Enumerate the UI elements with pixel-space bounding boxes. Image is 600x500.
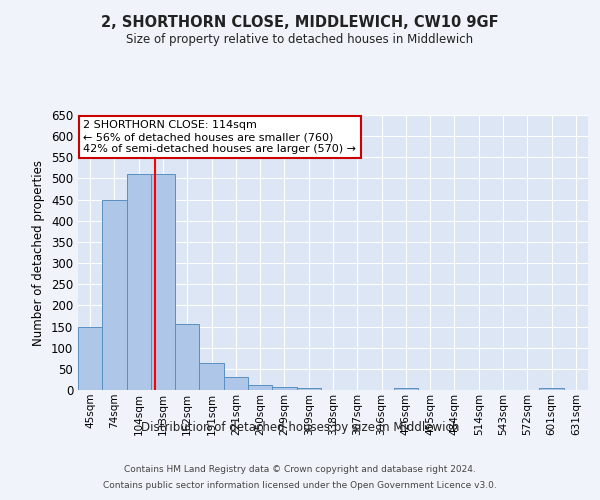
Bar: [78, 326, 102, 390]
Y-axis label: Number of detached properties: Number of detached properties: [32, 160, 46, 346]
Text: 2, SHORTHORN CLOSE, MIDDLEWICH, CW10 9GF: 2, SHORTHORN CLOSE, MIDDLEWICH, CW10 9GF: [101, 15, 499, 30]
Bar: [394, 388, 418, 390]
Bar: [175, 324, 199, 390]
Bar: [272, 386, 296, 390]
Text: Contains HM Land Registry data © Crown copyright and database right 2024.: Contains HM Land Registry data © Crown c…: [124, 466, 476, 474]
Bar: [102, 200, 127, 390]
Bar: [539, 388, 564, 390]
Bar: [224, 378, 248, 390]
Bar: [296, 388, 321, 390]
Bar: [199, 362, 224, 390]
Text: Size of property relative to detached houses in Middlewich: Size of property relative to detached ho…: [127, 32, 473, 46]
Bar: [127, 174, 151, 390]
Text: Contains public sector information licensed under the Open Government Licence v3: Contains public sector information licen…: [103, 480, 497, 490]
Bar: [248, 385, 272, 390]
Bar: [151, 174, 175, 390]
Text: 2 SHORTHORN CLOSE: 114sqm
← 56% of detached houses are smaller (760)
42% of semi: 2 SHORTHORN CLOSE: 114sqm ← 56% of detac…: [83, 120, 356, 154]
Text: Distribution of detached houses by size in Middlewich: Distribution of detached houses by size …: [141, 421, 459, 434]
